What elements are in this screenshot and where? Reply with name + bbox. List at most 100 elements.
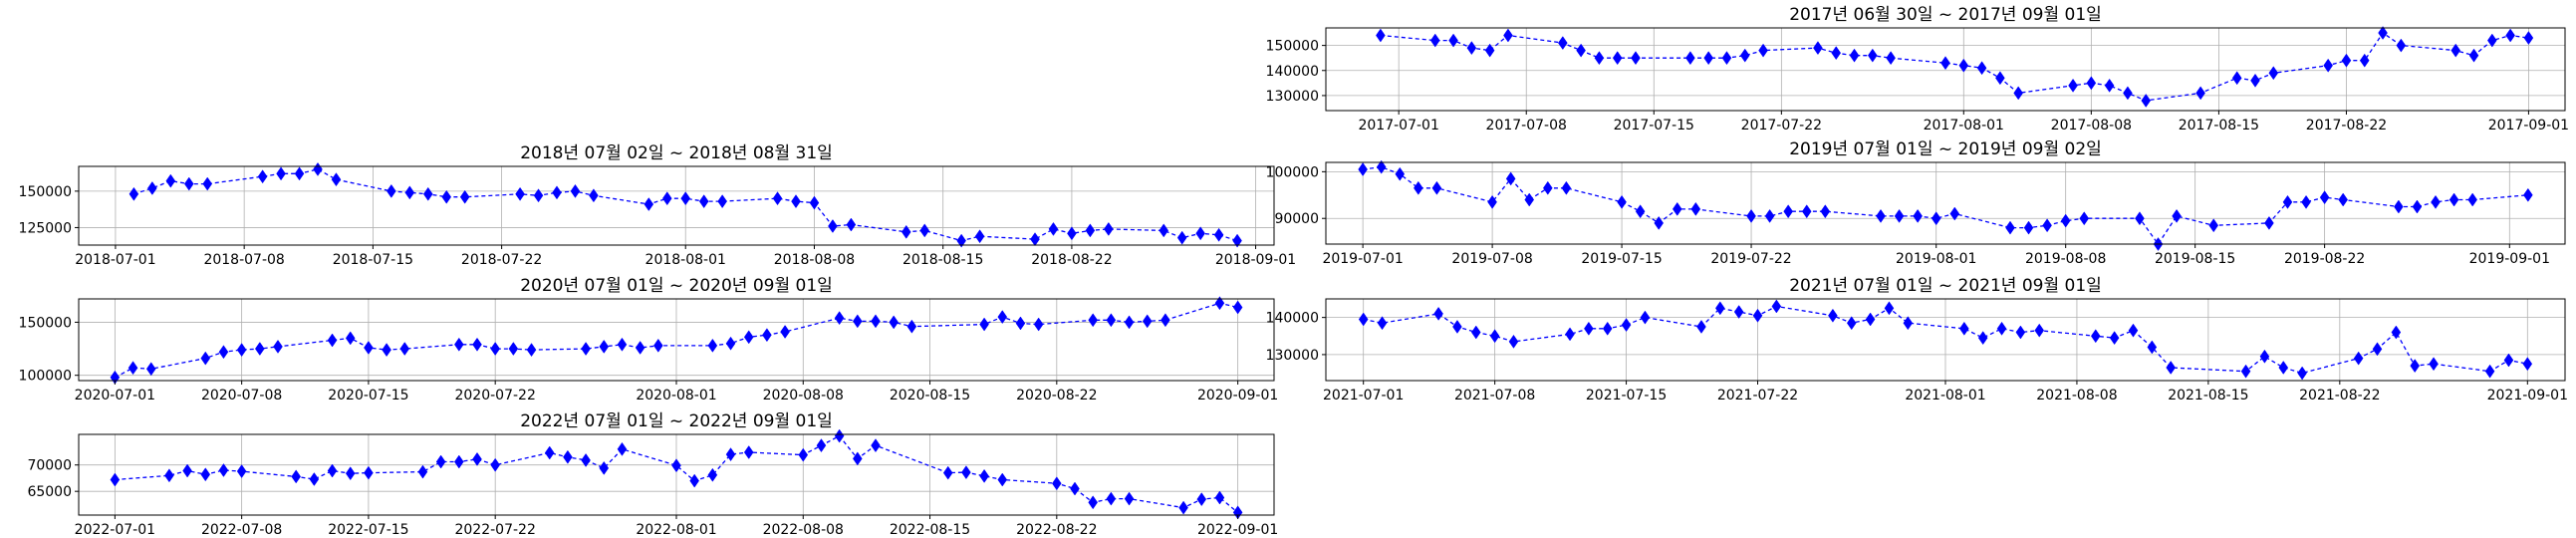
data-point: [906, 319, 917, 334]
data-point: [1452, 320, 1462, 334]
data-point: [1376, 28, 1386, 43]
data-point: [599, 460, 610, 475]
chart-panel-3: 2019-07-01 2019-07-08 2019-07-15 2019-07-22…: [1266, 139, 2566, 267]
data-point: [599, 339, 610, 354]
x-tick-label: 2017-08-22: [2306, 118, 2387, 134]
chart-panel-2: 2018-07-01 2018-07-08 2018-07-15 2018-07-22…: [19, 143, 1297, 268]
data-point: [2042, 218, 2052, 233]
data-point: [1758, 43, 1768, 58]
x-tick-label: 2022-08-15: [890, 522, 970, 538]
x-tick-label: 2017-07-22: [1741, 118, 1822, 134]
data-point: [2523, 187, 2533, 202]
data-point: [1565, 327, 1575, 342]
data-point: [2268, 66, 2279, 81]
data-point: [2079, 211, 2090, 226]
data-point: [1576, 43, 1586, 58]
data-point: [1831, 46, 1842, 61]
data-point: [707, 338, 718, 353]
x-tick-label: 2021-07-15: [1586, 388, 1667, 404]
data-point: [717, 194, 727, 209]
x-tick-label: 2019-07-15: [1581, 251, 1662, 267]
x-tick-label: 2022-07-15: [328, 522, 408, 538]
data-point: [1048, 221, 1059, 236]
chart-title: 2022년 07월 01일 ~ 2022년 09월 01일: [520, 411, 833, 431]
data-point: [1561, 180, 1572, 195]
x-tick-label: 2018-08-22: [1031, 252, 1112, 268]
data-point: [182, 463, 192, 478]
data-point: [1067, 226, 1077, 241]
data-point: [1949, 206, 1960, 221]
data-point: [2484, 364, 2495, 379]
data-point: [2090, 329, 2101, 344]
data-point: [533, 188, 544, 203]
data-point: [165, 173, 176, 188]
data-point: [1886, 51, 1896, 66]
data-point: [2208, 218, 2219, 233]
data-point: [2282, 194, 2293, 209]
y-tick-label: 100000: [1266, 164, 1319, 180]
data-point: [689, 473, 699, 488]
data-point: [1124, 315, 1135, 330]
x-tick-label: 2018-08-08: [774, 252, 855, 268]
x-tick-label: 2022-08-08: [763, 522, 844, 538]
data-point: [1721, 51, 1732, 66]
data-point: [1524, 192, 1535, 207]
data-point: [1429, 33, 1440, 48]
x-tick-label: 2017-08-01: [1924, 118, 2004, 134]
data-point: [828, 219, 838, 233]
x-tick-label: 2020-09-01: [1197, 388, 1278, 404]
data-point: [1104, 221, 1114, 236]
data-point: [441, 189, 452, 204]
data-point: [417, 464, 428, 479]
data-point: [1088, 495, 1098, 510]
data-point: [1052, 476, 1062, 491]
data-point: [1489, 329, 1500, 344]
data-point: [1996, 321, 2007, 336]
data-point: [834, 428, 845, 443]
plot-frame: [78, 165, 1275, 246]
data-point: [816, 438, 827, 453]
data-point: [1612, 51, 1623, 66]
y-tick-label: 130000: [1266, 348, 1319, 364]
data-point: [147, 181, 157, 195]
x-tick-label: 2019-08-08: [2025, 251, 2106, 267]
y-tick-label: 90000: [1274, 211, 1319, 227]
y-tick-label: 130000: [1266, 89, 1319, 105]
data-point: [1894, 208, 1905, 223]
data-point: [1106, 491, 1117, 506]
chart-panel-1: 2017-07-01 2017-07-08 2017-07-15 2017-07-22…: [1266, 5, 2570, 134]
data-point: [2034, 323, 2045, 338]
data-point: [2013, 86, 2023, 101]
data-point: [1635, 204, 1646, 219]
data-point: [2503, 353, 2514, 368]
data-point: [2467, 192, 2477, 207]
chart-title: 2017년 06월 30일 ~ 2017년 09월 01일: [1789, 5, 2102, 25]
data-point: [2023, 220, 2034, 235]
data-point: [1431, 180, 1442, 195]
data-point: [2448, 192, 2459, 207]
data-point: [1739, 48, 1750, 63]
data-point: [2487, 33, 2497, 48]
x-tick-label: 2019-09-01: [2469, 251, 2550, 267]
data-point: [1213, 227, 1224, 242]
data-point: [2005, 220, 2015, 235]
y-tick-label: 140000: [1266, 311, 1319, 327]
data-point: [2431, 194, 2441, 209]
plot-frame: [1325, 27, 2566, 112]
data-point: [200, 467, 211, 482]
data-point: [294, 166, 305, 181]
data-point: [1159, 223, 1169, 238]
data-point: [2522, 357, 2533, 372]
data-point: [1214, 296, 1225, 311]
data-point: [1160, 313, 1170, 328]
data-point: [1977, 331, 1988, 346]
data-point: [291, 469, 301, 484]
x-tick-label: 2020-08-15: [890, 388, 970, 404]
data-point: [1849, 48, 1860, 63]
data-point: [364, 341, 374, 355]
data-point: [997, 310, 1008, 325]
y-tick-label: 150000: [19, 184, 72, 200]
data-point: [145, 362, 156, 377]
data-point: [1617, 194, 1627, 209]
data-point: [846, 217, 857, 232]
